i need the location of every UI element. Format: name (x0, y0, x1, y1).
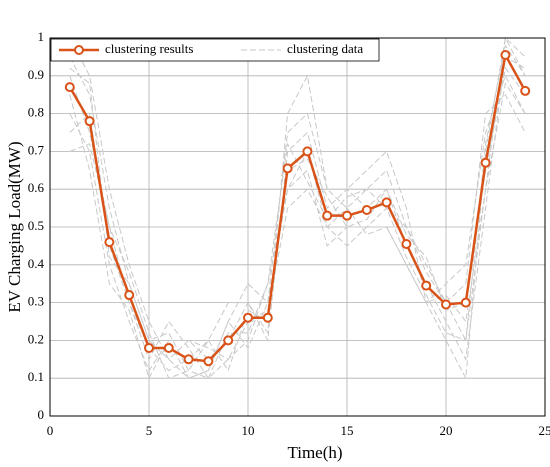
data-line (69, 82, 526, 380)
result-marker (500, 50, 511, 61)
legend-label: clustering results (105, 41, 193, 56)
y-tick-label: 0.2 (28, 331, 44, 346)
result-marker (223, 335, 234, 346)
legend-label: clustering data (287, 41, 363, 56)
result-marker (421, 280, 432, 291)
result-marker (460, 297, 471, 308)
legend-box (50, 38, 380, 62)
y-tick-label: 0.6 (28, 180, 45, 195)
y-axis-label: EV Charging Load(MW) (5, 141, 24, 312)
y-tick-label: 0.9 (28, 67, 44, 82)
result-marker (124, 290, 135, 301)
y-tick-label: 0 (38, 407, 45, 422)
data-line (69, 74, 526, 372)
y-tick-label: 0.5 (28, 218, 44, 233)
plot-frame (49, 37, 546, 417)
legend-marker (74, 45, 84, 55)
result-line (68, 51, 527, 363)
x-tick-label: 5 (146, 423, 153, 438)
data-line (69, 36, 526, 379)
result-marker (322, 210, 333, 221)
result-marker (144, 342, 154, 353)
y-tick-label: 0.1 (28, 369, 44, 384)
y-tick-label: 1 (38, 29, 45, 44)
x-tick-label: 25 (539, 423, 550, 438)
result-marker (361, 204, 372, 215)
y-tick-label: 0.4 (28, 256, 45, 271)
result-marker (282, 163, 293, 174)
result-marker (243, 312, 253, 323)
data-line (69, 44, 526, 379)
y-tick-label: 0.8 (28, 105, 44, 120)
x-tick-label: 0 (47, 423, 54, 438)
result-marker (480, 157, 491, 168)
y-tick-label: 0.7 (28, 142, 45, 157)
result-marker (520, 85, 531, 96)
data-line (69, 56, 526, 379)
x-axis-label: Time(h) (287, 443, 342, 462)
result-marker (441, 299, 451, 310)
result-marker (401, 239, 412, 250)
data-line (69, 93, 526, 379)
result-marker (64, 82, 75, 93)
data-line (69, 36, 526, 380)
result-marker (104, 237, 115, 248)
x-tick-label: 15 (341, 423, 354, 438)
x-tick-label: 20 (440, 423, 453, 438)
result-marker (381, 197, 392, 208)
result-marker (183, 354, 194, 365)
result-marker (302, 146, 313, 157)
x-tick-label: 10 (242, 423, 255, 438)
result-marker (342, 210, 352, 221)
result-marker (84, 116, 95, 127)
result-marker (203, 356, 214, 367)
y-tick-label: 0.3 (28, 294, 44, 309)
result-marker (262, 312, 273, 323)
result-marker (163, 342, 174, 353)
